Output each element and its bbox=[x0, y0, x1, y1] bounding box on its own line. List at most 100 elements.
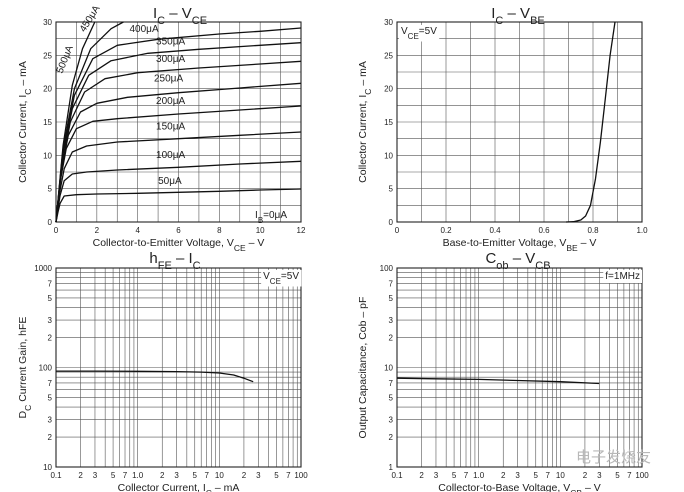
x-minor-tick-label: 7 bbox=[627, 471, 632, 480]
chart-title: IC – VCE bbox=[153, 5, 207, 27]
y-tick-label: 5 bbox=[48, 185, 53, 194]
x-minor-tick-label: 5 bbox=[615, 471, 620, 480]
series-label-50-a: 50μA bbox=[158, 176, 182, 187]
y-minor-tick-label: 5 bbox=[48, 294, 53, 303]
series-line-50-a bbox=[55, 188, 302, 223]
y-minor-tick-label: 3 bbox=[48, 316, 53, 325]
y-axis-label: Output Capacitance, Cob – pF bbox=[357, 297, 369, 439]
y-tick-label: 0 bbox=[48, 218, 53, 227]
x-tick-label: 100 bbox=[635, 471, 649, 480]
series-line-150-a bbox=[55, 131, 302, 223]
y-tick-label: 25 bbox=[43, 51, 52, 60]
y-tick-label: 0 bbox=[389, 218, 394, 227]
x-tick-label: 1.0 bbox=[132, 471, 144, 480]
y-tick-label: 20 bbox=[384, 85, 393, 94]
y-tick-label: 30 bbox=[384, 18, 393, 27]
x-tick-label: 10 bbox=[556, 471, 565, 480]
x-minor-tick-label: 2 bbox=[583, 471, 588, 480]
series-label-300-a: 300μA bbox=[156, 54, 185, 65]
chart-ic-vce: 0 2 4 6 8 10 12 0 5 10 15 20 25 30 IC – VCE Collector-t… bbox=[17, 3, 306, 253]
plot-frame bbox=[55, 267, 302, 468]
x-minor-tick-label: 2 bbox=[242, 471, 247, 480]
x-axis-label: Base-to-Emitter Voltage, VBE – V bbox=[443, 237, 597, 253]
x-axis-label: Collector Current, IC – mA bbox=[118, 482, 240, 492]
series-line-500-a bbox=[55, 21, 96, 223]
x-tick-label: 0.6 bbox=[538, 226, 550, 235]
y-minor-tick-label: 7 bbox=[389, 379, 394, 388]
y-minor-tick-label: 5 bbox=[389, 393, 394, 402]
x-minor-tick-label: 3 bbox=[434, 471, 439, 480]
series-label-400-a: 400μA bbox=[130, 24, 159, 35]
y-tick-label: 10 bbox=[384, 151, 393, 160]
watermark: 电子发烧友 bbox=[576, 449, 651, 466]
y-minor-tick-label: 2 bbox=[48, 433, 53, 442]
x-minor-tick-label: 7 bbox=[123, 471, 128, 480]
y-tick-label: 5 bbox=[389, 185, 394, 194]
x-minor-tick-label: 5 bbox=[111, 471, 116, 480]
x-tick-label: 0.4 bbox=[489, 226, 501, 235]
y-tick-label: 25 bbox=[384, 51, 393, 60]
x-tick-label: 2 bbox=[95, 226, 100, 235]
annotation: VCE=5V bbox=[263, 271, 299, 286]
series-line-400-a bbox=[55, 27, 302, 223]
plot-frame bbox=[396, 21, 643, 223]
x-minor-tick-label: 2 bbox=[419, 471, 424, 480]
y-tick-label: 10 bbox=[384, 364, 393, 373]
series-label-250-a: 250μA bbox=[154, 73, 183, 84]
grid-cob-vcb bbox=[396, 267, 643, 468]
chart-title: hFE – IC bbox=[149, 250, 200, 272]
series-line-300-a bbox=[55, 60, 302, 223]
x-tick-label: 0.2 bbox=[440, 226, 452, 235]
y-axis-label: DC Current Gain, hFE bbox=[17, 317, 33, 419]
x-tick-label: 12 bbox=[297, 226, 306, 235]
series-label-450-a: 450μA bbox=[78, 3, 103, 34]
x-tick-label: 10 bbox=[215, 471, 224, 480]
y-minor-tick-label: 5 bbox=[48, 393, 53, 402]
x-minor-tick-label: 2 bbox=[78, 471, 83, 480]
series-label-200-a: 200μA bbox=[156, 96, 185, 107]
annotation: f=1MHz bbox=[605, 271, 640, 282]
y-tick-label: 10 bbox=[43, 463, 52, 472]
y-tick-label: 20 bbox=[43, 85, 52, 94]
series-label-100-a: 100μA bbox=[156, 150, 185, 161]
y-tick-label: 100 bbox=[39, 364, 53, 373]
x-minor-tick-label: 2 bbox=[160, 471, 165, 480]
x-minor-tick-label: 7 bbox=[204, 471, 209, 480]
y-tick-label: 30 bbox=[43, 18, 52, 27]
series-line-0 bbox=[396, 377, 600, 385]
x-tick-label: 0.8 bbox=[587, 226, 599, 235]
x-tick-label: 6 bbox=[176, 226, 181, 235]
series-label-500-a: 500μA bbox=[55, 44, 76, 75]
y-minor-tick-label: 2 bbox=[389, 433, 394, 442]
y-minor-tick-label: 2 bbox=[389, 334, 394, 343]
x-tick-label: 10 bbox=[256, 226, 265, 235]
x-minor-tick-label: 3 bbox=[597, 471, 602, 480]
chart-ic-vbe: 0 0.2 0.4 0.6 0.8 1.0 0 5 10 15 20 25 30 IC – VBE Base… bbox=[357, 5, 648, 253]
series-line-100-a bbox=[55, 160, 302, 223]
plot-frame bbox=[55, 21, 302, 223]
y-minor-tick-label: 5 bbox=[389, 294, 394, 303]
x-axis-label: Collector-to-Base Voltage, VCB – V bbox=[438, 482, 600, 492]
plot-frame bbox=[396, 267, 643, 468]
annotation-background bbox=[603, 270, 642, 283]
x-tick-label: 100 bbox=[294, 471, 308, 480]
y-minor-tick-label: 3 bbox=[48, 416, 53, 425]
series-label-150-a: 150μA bbox=[156, 121, 185, 132]
x-tick-label: 0 bbox=[54, 226, 59, 235]
annotation: IB=0μA bbox=[255, 210, 287, 225]
y-axis-label: Collector Current, IC – mA bbox=[17, 61, 33, 183]
x-tick-label: 4 bbox=[135, 226, 140, 235]
y-tick-label: 100 bbox=[380, 264, 394, 273]
y-minor-tick-label: 3 bbox=[389, 316, 394, 325]
y-tick-label: 15 bbox=[43, 118, 52, 127]
annotation: VCE=5V bbox=[401, 26, 437, 41]
x-minor-tick-label: 7 bbox=[286, 471, 291, 480]
y-tick-label: 1 bbox=[389, 463, 394, 472]
chart-title: Cob – VCB bbox=[485, 250, 550, 272]
series-label-350-a: 350μA bbox=[156, 37, 185, 48]
x-minor-tick-label: 7 bbox=[464, 471, 469, 480]
annotation-background bbox=[261, 270, 302, 287]
x-minor-tick-label: 5 bbox=[534, 471, 539, 480]
